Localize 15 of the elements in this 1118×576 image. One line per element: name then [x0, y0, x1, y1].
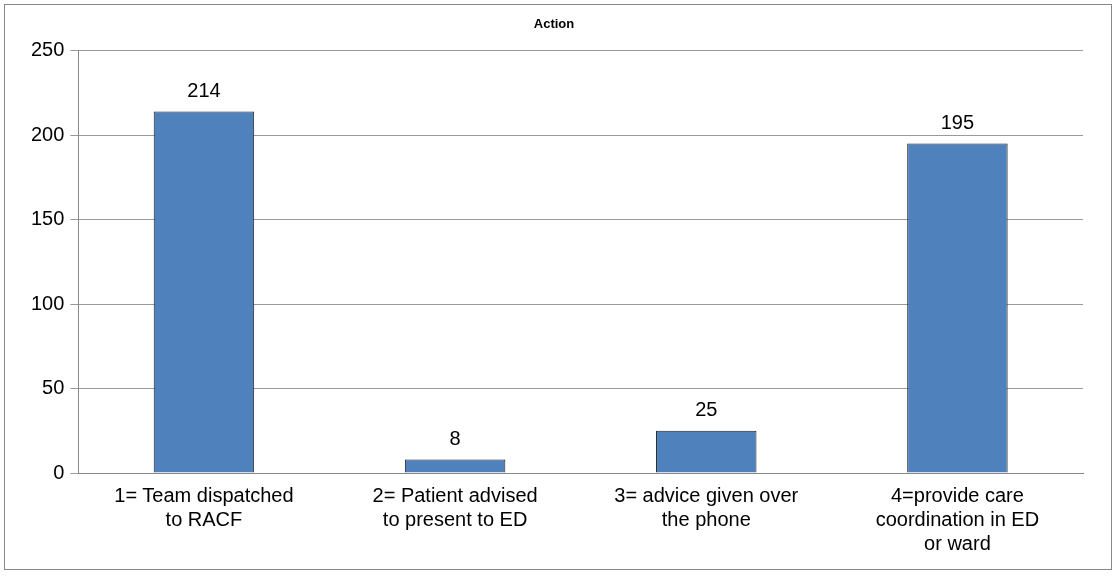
y-tick-label: 100	[30, 291, 65, 314]
x-tick-label: 4=provide care coordination in ED or ward	[875, 483, 1040, 554]
y-tick-label: 250	[30, 38, 65, 61]
chart-title: Action	[533, 16, 575, 32]
data-label: 8	[449, 427, 461, 449]
y-tick-label: 50	[42, 376, 65, 399]
x-tick-label: 2= Patient advised to present to ED	[372, 483, 538, 530]
data-label: 25	[695, 398, 718, 421]
data-label: 195	[940, 111, 975, 134]
y-tick-label: 150	[30, 207, 65, 230]
y-tick-label: 200	[30, 122, 65, 145]
y-tick-label: 0	[53, 460, 65, 483]
data-label: 214	[187, 78, 221, 101]
x-tick-label: 1= Team dispatched to RACF	[114, 483, 294, 530]
x-tick-label: 3= advice given over the phone	[614, 483, 799, 530]
